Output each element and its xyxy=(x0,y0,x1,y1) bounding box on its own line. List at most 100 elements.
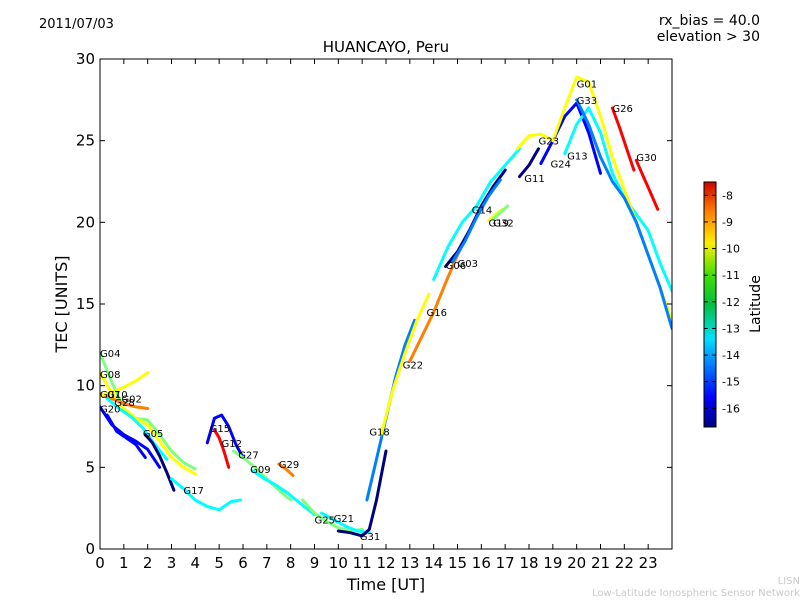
x-axis-label: Time [UT] xyxy=(346,575,425,594)
colorbar-tick-label: -9 xyxy=(722,216,733,229)
series-g11 xyxy=(518,147,540,179)
series-g02 xyxy=(105,397,169,461)
x-tick-label: 15 xyxy=(448,554,467,572)
x-tick-label: 14 xyxy=(424,554,443,572)
series-label-g19: G19 xyxy=(488,218,508,229)
series-label-g13: G13 xyxy=(567,151,587,162)
x-tick-label: 20 xyxy=(567,554,586,572)
y-tick-label: 20 xyxy=(76,213,95,231)
series-label-g22: G22 xyxy=(403,360,423,371)
x-tick-label: 10 xyxy=(329,554,348,572)
series-label-g25: G25 xyxy=(315,516,335,527)
colorbar-tick-label: -11 xyxy=(722,269,740,282)
series-label-g09: G09 xyxy=(250,465,270,476)
series-g10 xyxy=(100,371,150,397)
series-g15 xyxy=(205,413,245,459)
series-label-g29: G29 xyxy=(279,460,299,471)
series-label-g04: G04 xyxy=(100,349,120,360)
series-g26 xyxy=(610,106,636,172)
series-g03 xyxy=(451,178,502,263)
series-g05 xyxy=(143,433,176,492)
series-g09 xyxy=(251,469,316,517)
x-tick-label: 6 xyxy=(238,554,248,572)
series-label-g21: G21 xyxy=(334,514,354,525)
colorbar-tick-label: -16 xyxy=(722,402,740,415)
y-axis: 0 5 10 15 20 25 30 xyxy=(76,50,672,558)
y-tick-label: 10 xyxy=(76,377,95,395)
series-label-g11: G11 xyxy=(524,174,544,185)
y-tick-label: 0 xyxy=(85,540,95,558)
series-label-g23: G23 xyxy=(539,137,559,148)
x-tick-label: 2 xyxy=(143,554,153,572)
x-tick-label: 8 xyxy=(286,554,296,572)
series-g31 xyxy=(336,449,388,538)
y-axis-label: TEC [UNITS] xyxy=(52,256,71,354)
colorbar-ticks: -16 -15 -14 -13 -12 -11 -10 -9 -8 xyxy=(704,189,740,415)
colorbar-tick-label: -12 xyxy=(722,296,740,309)
plot-frame xyxy=(99,58,673,550)
series-g24 xyxy=(539,101,602,175)
colorbar-tick-label: -13 xyxy=(722,322,740,335)
series-g12 xyxy=(212,428,231,469)
series-g29 xyxy=(277,462,295,477)
series-g33 xyxy=(575,98,672,330)
colorbar-tick-label: -8 xyxy=(722,189,733,202)
y-tick-label: 30 xyxy=(76,50,95,68)
x-tick-label: 12 xyxy=(376,554,395,572)
y-tick-label: 15 xyxy=(76,295,95,313)
series-g17 xyxy=(170,477,243,512)
x-tick-label: 17 xyxy=(496,554,515,572)
series-label-g06: G06 xyxy=(446,261,466,272)
x-tick-label: 11 xyxy=(353,554,372,572)
date-label: 2011/07/03 xyxy=(39,17,114,32)
series-label-g33: G33 xyxy=(577,96,597,107)
series-label-g32: G32 xyxy=(493,218,513,229)
series-label-g02: G02 xyxy=(121,395,141,406)
elevation-label: elevation > 30 xyxy=(656,29,760,45)
series-label-g17: G17 xyxy=(183,486,203,497)
series-label-g12: G12 xyxy=(222,439,242,450)
org-full: Low-Latitude Ionospheric Sensor Network xyxy=(592,588,800,599)
series-label-g28: G28 xyxy=(114,398,134,409)
series-g07 xyxy=(100,392,150,410)
colorbar-tick-label: -14 xyxy=(722,349,740,362)
x-tick-label: 22 xyxy=(615,554,634,572)
org-short: LISN xyxy=(777,576,800,587)
series-g25 xyxy=(301,498,364,533)
series-layer xyxy=(100,75,672,538)
credit-block: LISN Low-Latitude Ionospheric Sensor Net… xyxy=(592,576,800,600)
series-g32 xyxy=(491,204,510,221)
x-axis: 0 1 2 3 4 5 6 7 8 9 10 11 12 13 14 15 16 17 18 19 20 21 22 23 xyxy=(95,59,658,572)
x-tick-label: 18 xyxy=(519,554,538,572)
series-label-g14: G14 xyxy=(472,205,492,216)
series-label-g07: G07 xyxy=(100,390,120,401)
series-label-g03: G03 xyxy=(458,259,478,270)
series-label-g16: G16 xyxy=(427,308,447,319)
series-label-g20: G20 xyxy=(100,405,120,416)
x-tick-label: 13 xyxy=(400,554,419,572)
series-g27 xyxy=(232,449,293,502)
x-tick-label: 21 xyxy=(591,554,610,572)
chart-title: HUANCAYO, Peru xyxy=(323,38,449,56)
series-g20 xyxy=(100,405,162,469)
x-tick-label: 7 xyxy=(262,554,272,572)
rx-bias-label: rx_bias = 40.0 xyxy=(658,13,760,29)
series-label-g31: G31 xyxy=(360,532,380,543)
series-g23 xyxy=(515,132,555,151)
x-tick-label: 3 xyxy=(167,554,177,572)
x-tick-label: 19 xyxy=(543,554,562,572)
y-tick-label: 25 xyxy=(76,132,95,150)
x-tick-label: 16 xyxy=(472,554,491,572)
colorbar xyxy=(703,181,717,428)
series-g13 xyxy=(563,106,672,293)
series-label-g10: G10 xyxy=(107,390,127,401)
x-tick-label: 0 xyxy=(95,554,105,572)
series-g08 xyxy=(100,371,197,476)
series-label-g26: G26 xyxy=(612,104,632,115)
series-label-g27: G27 xyxy=(238,450,258,461)
series-label-g18: G18 xyxy=(369,427,389,438)
series-g22 xyxy=(379,292,431,437)
x-tick-label: 9 xyxy=(310,554,320,572)
